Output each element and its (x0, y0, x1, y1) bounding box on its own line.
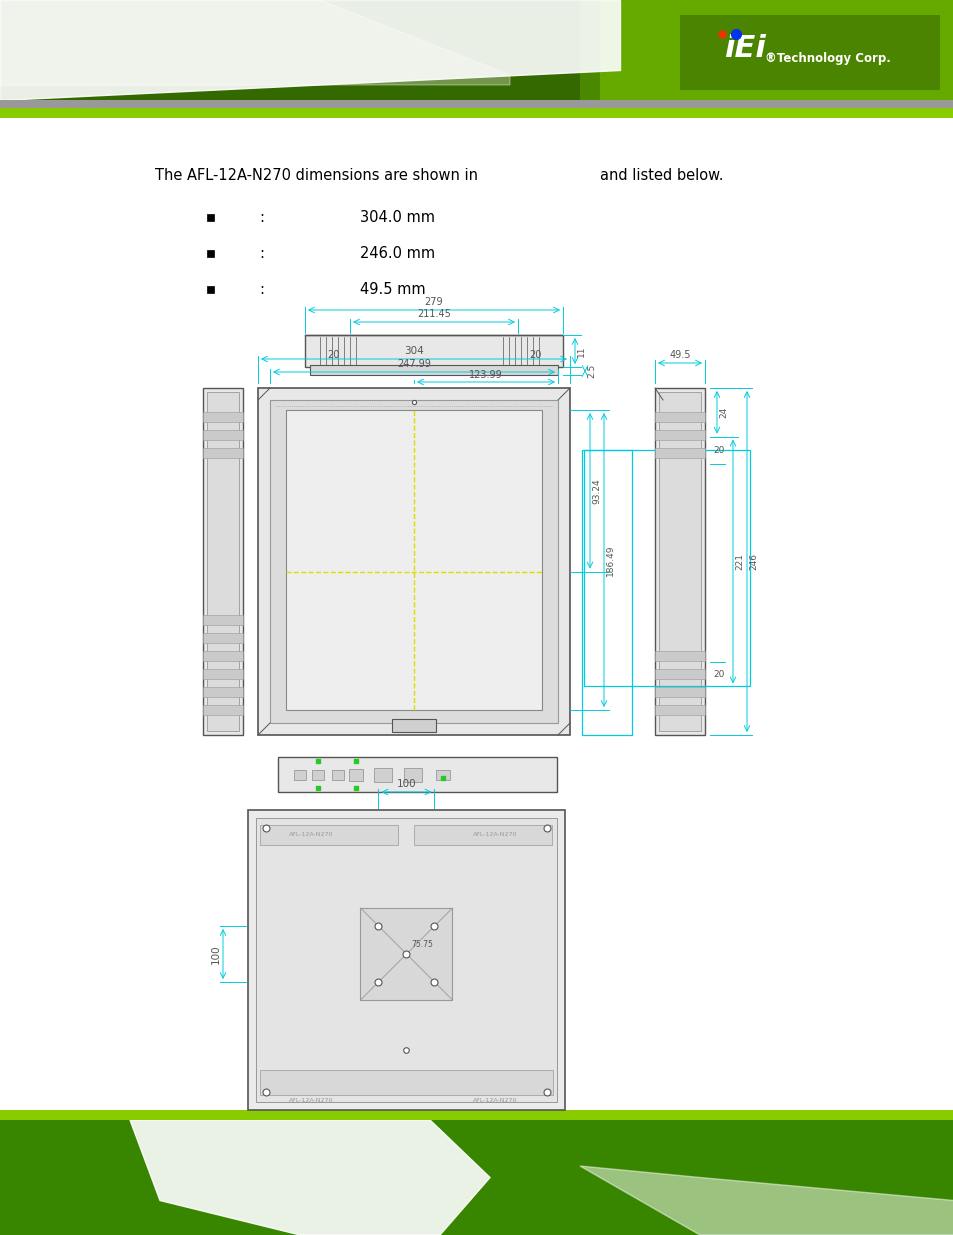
Text: AFL-12A-N270: AFL-12A-N270 (289, 1098, 334, 1103)
Text: 24: 24 (719, 406, 727, 417)
Text: 246: 246 (748, 553, 758, 571)
Bar (679, 15, 939, 90)
Text: 20: 20 (712, 669, 723, 679)
Text: 304.0 mm: 304.0 mm (359, 210, 435, 225)
Bar (203, 687, 243, 697)
Bar (0, 0, 953, 100)
Bar (255, 818, 557, 1102)
Bar (655, 651, 704, 661)
Text: 221: 221 (734, 553, 743, 571)
Bar (0, 107, 953, 119)
Bar (414, 825, 552, 845)
Text: 246.0 mm: 246.0 mm (359, 246, 435, 261)
Bar (312, 769, 324, 781)
Text: :: : (259, 210, 264, 225)
Bar (332, 769, 344, 781)
Bar (655, 388, 704, 735)
Bar (374, 768, 392, 782)
Text: 20: 20 (712, 446, 723, 454)
Polygon shape (0, 0, 510, 85)
Text: :: : (259, 282, 264, 296)
Bar (0, 1110, 953, 1120)
Text: 279: 279 (424, 296, 443, 308)
Polygon shape (579, 1166, 953, 1235)
Bar (207, 391, 239, 731)
Bar (207, 214, 213, 221)
Bar (0, 0, 579, 100)
Bar (581, 451, 631, 735)
Bar (655, 448, 704, 458)
Bar (360, 908, 452, 1000)
Bar (310, 366, 558, 375)
Bar (305, 335, 562, 367)
Bar (655, 430, 704, 440)
Text: 75.75: 75.75 (411, 940, 433, 948)
Bar (203, 388, 243, 735)
Bar (207, 287, 213, 293)
Bar (599, 0, 953, 100)
Bar (203, 412, 243, 422)
Bar (260, 825, 397, 845)
Text: 247.99: 247.99 (396, 359, 431, 369)
Text: The AFL-12A-N270 dimensions are shown in: The AFL-12A-N270 dimensions are shown in (154, 168, 477, 183)
Bar (392, 719, 436, 732)
Bar (655, 669, 704, 679)
Bar (248, 810, 564, 1110)
Bar (679, 15, 939, 90)
Text: and listed below.: and listed below. (599, 168, 722, 183)
Text: 100: 100 (396, 779, 416, 789)
Bar (260, 1070, 553, 1095)
Text: AFL-12A-N270: AFL-12A-N270 (289, 832, 334, 837)
Bar (655, 705, 704, 715)
Bar (203, 651, 243, 661)
Text: AFL-12A-N270: AFL-12A-N270 (473, 832, 517, 837)
Text: 304: 304 (404, 346, 423, 356)
Bar (403, 768, 421, 782)
Polygon shape (0, 0, 619, 100)
Bar (203, 669, 243, 679)
Text: 20: 20 (528, 350, 540, 359)
Text: iEi: iEi (723, 35, 765, 63)
Text: ®Technology Corp.: ®Technology Corp. (764, 52, 890, 65)
Text: AFL-12A-N270: AFL-12A-N270 (473, 1098, 517, 1103)
Bar (286, 410, 541, 710)
Bar (270, 400, 558, 722)
Bar (349, 769, 363, 781)
Bar (203, 634, 243, 643)
Text: 93.24: 93.24 (592, 478, 600, 504)
Bar (203, 705, 243, 715)
Bar (436, 769, 450, 781)
Text: 123.99: 123.99 (469, 370, 502, 380)
Text: 211.45: 211.45 (416, 309, 451, 319)
Bar (0, 1120, 953, 1235)
Text: 20: 20 (327, 350, 339, 359)
Bar (0, 100, 953, 107)
Text: 49.5: 49.5 (669, 350, 690, 359)
Bar (207, 249, 213, 257)
Bar (655, 687, 704, 697)
Bar (0, 0, 579, 100)
Bar (659, 391, 700, 731)
Bar (0, 1120, 953, 1235)
Bar (203, 430, 243, 440)
Bar (294, 769, 306, 781)
Text: 2.5: 2.5 (586, 364, 596, 378)
Text: 49.5 mm: 49.5 mm (359, 282, 425, 296)
Bar (655, 412, 704, 422)
Text: 11: 11 (577, 346, 585, 357)
Bar (277, 757, 557, 792)
Bar (583, 451, 749, 687)
Bar (203, 615, 243, 625)
Bar (203, 448, 243, 458)
Bar (257, 388, 569, 735)
Polygon shape (130, 1120, 490, 1235)
Text: 100: 100 (211, 945, 221, 963)
Text: 186.49: 186.49 (605, 545, 615, 576)
Text: :: : (259, 246, 264, 261)
